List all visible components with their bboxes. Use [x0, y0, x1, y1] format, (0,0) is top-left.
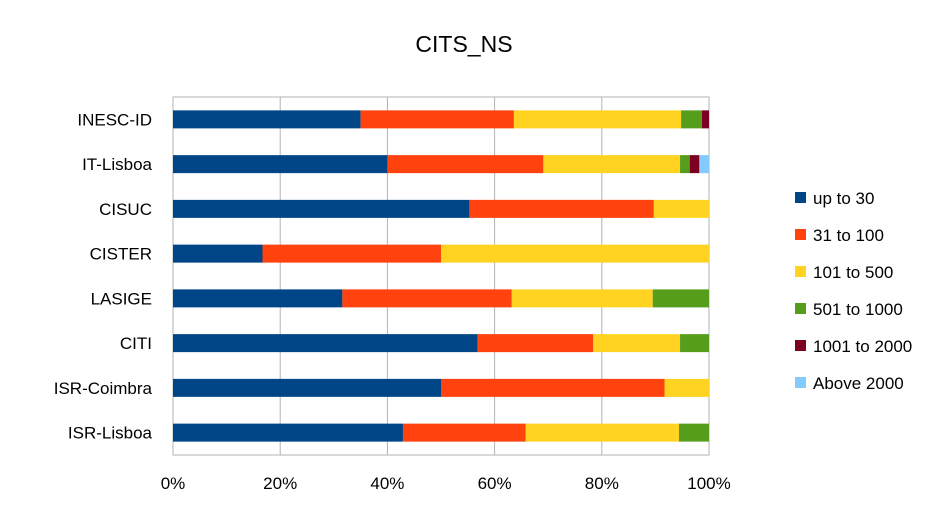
bar-segment [262, 244, 441, 263]
bar-segment [652, 289, 709, 308]
legend-swatch [795, 340, 806, 351]
legend-swatch [795, 229, 806, 240]
bar-segment [513, 110, 682, 129]
bar-segment [173, 334, 478, 353]
legend-label: 31 to 100 [813, 226, 884, 245]
bar-segment [477, 334, 594, 353]
plot-area: 0% 20% 40% 60% 80% 100% INESC-ID IT-Lisboa CISUC… [54, 96, 731, 493]
bar-segment [360, 110, 514, 129]
bar-segment [664, 378, 709, 397]
legend-swatch [795, 303, 806, 314]
bar-segment [402, 423, 526, 442]
bar-segment [387, 155, 544, 174]
category-label: IT-Lisboa [82, 155, 152, 174]
bar-segment [342, 289, 512, 308]
bar-segment [173, 199, 470, 218]
x-tick-label: 40% [370, 474, 404, 493]
bar-segment [699, 155, 709, 174]
plot-frame [172, 96, 710, 456]
legend-swatch [795, 377, 806, 388]
bar-segment [173, 378, 441, 397]
chart-title: CITS_NS [415, 31, 512, 57]
category-label: ISR-Lisboa [68, 424, 153, 443]
bar-segment [511, 289, 653, 308]
bar-segment [653, 199, 709, 218]
legend-label: 101 to 500 [813, 263, 893, 282]
legend-swatch [795, 192, 806, 203]
bar-segment [173, 155, 388, 174]
bar-segment [689, 155, 700, 174]
legend-label: 501 to 1000 [813, 300, 903, 319]
bar-segment [173, 110, 361, 129]
x-tick-label: 100% [687, 474, 730, 493]
bar-segment [681, 110, 703, 129]
bar-segment [469, 199, 654, 218]
x-tick-label: 60% [478, 474, 512, 493]
category-label: ISR-Coimbra [54, 379, 153, 398]
bar-segment [702, 110, 709, 129]
legend-swatch [795, 266, 806, 277]
legend-label: Above 2000 [813, 374, 904, 393]
category-label: INESC-ID [77, 110, 152, 129]
bar-segment [680, 155, 690, 174]
category-label: CISUC [99, 200, 152, 219]
x-tick-label: 0% [161, 474, 186, 493]
bar-segment [173, 289, 343, 308]
category-label: LASIGE [91, 289, 152, 308]
bar-segment [593, 334, 681, 353]
bar-segment [678, 423, 709, 442]
bar-segment [525, 423, 679, 442]
x-tick-label: 80% [585, 474, 619, 493]
legend-label: up to 30 [813, 189, 874, 208]
bar-segment [173, 244, 263, 263]
bar-segment [441, 378, 665, 397]
bar-segment [543, 155, 681, 174]
bar-segment [680, 334, 709, 353]
x-tick-label: 20% [263, 474, 297, 493]
category-label: CITI [120, 334, 152, 353]
category-label: CISTER [90, 245, 152, 264]
bar-segment [441, 244, 709, 263]
legend-label: 1001 to 2000 [813, 337, 912, 356]
bar-segment [173, 423, 403, 442]
legend: up to 30 31 to 100 101 to 500 501 to 1000 10… [795, 189, 912, 393]
